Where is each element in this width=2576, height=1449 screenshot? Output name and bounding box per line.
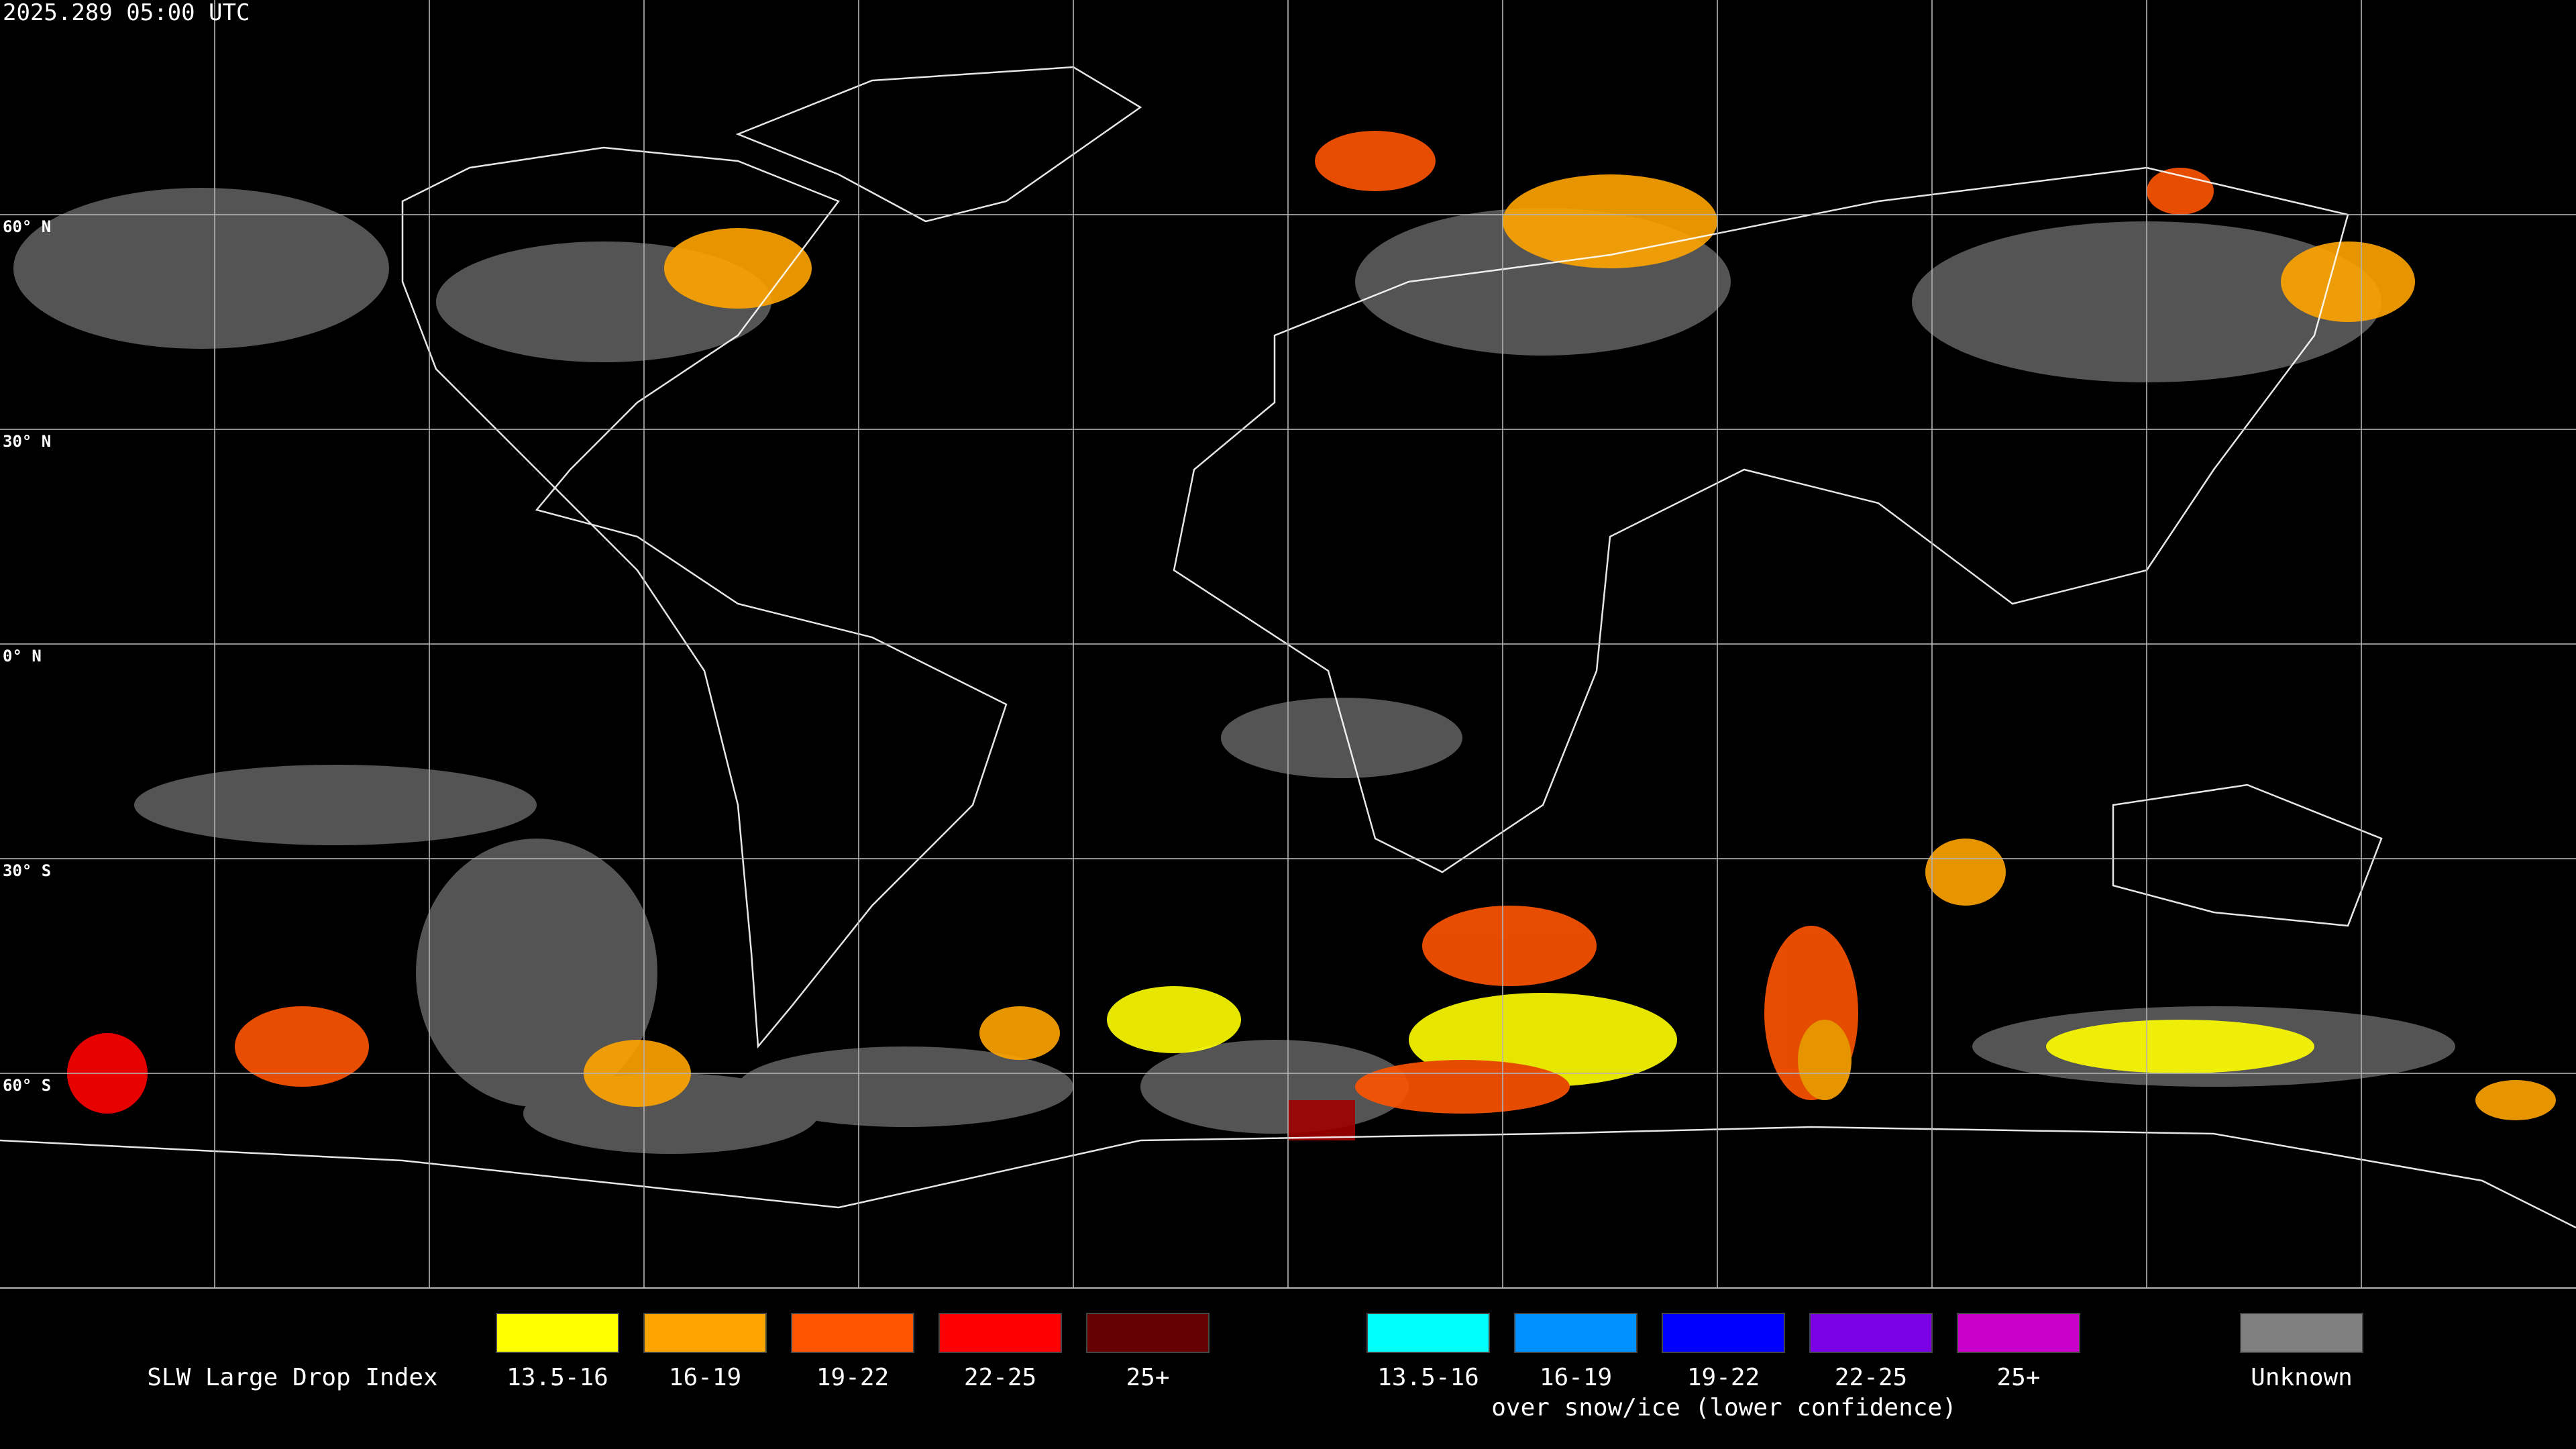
legend-label: 25+ — [1126, 1364, 1169, 1391]
legend-swatch — [2240, 1313, 2363, 1353]
unknown-cloud — [13, 188, 2455, 1154]
latitude-label: 60° S — [3, 1076, 51, 1095]
legend-swatch — [1366, 1313, 1490, 1353]
legend-swatch — [938, 1313, 1062, 1353]
legend-title: SLW Large Drop Index — [147, 1364, 437, 1391]
legend-swatch — [643, 1313, 767, 1353]
latitude-label: 60° N — [3, 217, 51, 236]
australia-coast — [2112, 784, 2383, 927]
cloud-field — [13, 131, 2556, 1154]
latitude-label: 0° N — [3, 647, 42, 665]
latitude-label: 30° S — [3, 861, 51, 880]
timestamp: 2025.289 05:00 UTC — [3, 0, 250, 26]
legend-swatch — [496, 1313, 619, 1353]
legend-swatch — [1957, 1313, 2080, 1353]
legend-label: 13.5-16 — [1377, 1364, 1479, 1391]
legend-label: 22-25 — [1835, 1364, 1907, 1391]
graticule — [0, 0, 2576, 1288]
legend-label: 16-19 — [669, 1364, 741, 1391]
legend-swatch — [1514, 1313, 1638, 1353]
legend-label: 25+ — [1996, 1364, 2040, 1391]
legend-label: 13.5-16 — [506, 1364, 608, 1391]
legend-swatch — [1086, 1313, 1210, 1353]
coastlines — [0, 66, 2576, 1229]
eurasia-africa-coast — [1173, 166, 2349, 873]
legend: 13.5-16 16-19 19-22 22-25 25+ 13.5-16 16-19 19-… — [496, 1313, 2363, 1391]
snow-ice-note: over snow/ice (lower confidence) — [1491, 1394, 1957, 1421]
legend-label: 16-19 — [1540, 1364, 1612, 1391]
legend-label: 19-22 — [1687, 1364, 1760, 1391]
antarctica-coast — [0, 1126, 2576, 1229]
legend-swatch — [791, 1313, 914, 1353]
legend-swatch — [1809, 1313, 1933, 1353]
legend-label: Unknown — [2251, 1364, 2353, 1391]
latitude-label: 30° N — [3, 432, 51, 451]
legend-label: 19-22 — [816, 1364, 889, 1391]
legend-swatch — [1662, 1313, 1785, 1353]
legend-background — [0, 1288, 2576, 1449]
americas-coast — [401, 146, 1008, 1049]
legend-label: 22-25 — [964, 1364, 1036, 1391]
